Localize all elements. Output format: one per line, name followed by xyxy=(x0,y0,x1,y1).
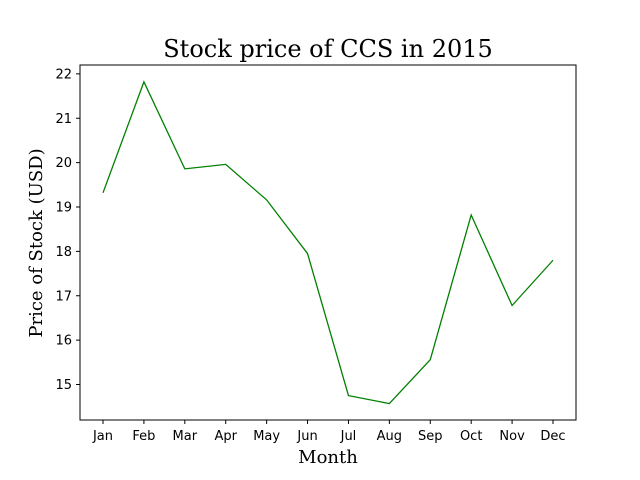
x-tick-label: Dec xyxy=(540,429,565,444)
plot-area xyxy=(102,80,554,405)
y-tick-label: 22 xyxy=(55,67,72,82)
x-tick-label: Sep xyxy=(418,429,443,444)
x-tick-label: Apr xyxy=(214,429,237,444)
series-line xyxy=(102,80,554,405)
y-tick-label: 16 xyxy=(55,334,72,349)
y-tick-label: 18 xyxy=(55,245,72,260)
y-tick-label: 17 xyxy=(55,289,72,304)
x-axis-label: Month xyxy=(298,447,358,468)
plot-frame xyxy=(79,64,577,421)
x-tick-label: Jan xyxy=(92,429,113,444)
y-axis-label: Price of Stock (USD) xyxy=(26,148,47,337)
x-axis: Jan Feb Mar Apr May Jun Jul Aug Sep Oct Nov Dec xyxy=(92,420,566,444)
x-tick-label: Jun xyxy=(296,429,317,444)
chart-title: Stock price of CCS in 2015 xyxy=(163,35,493,63)
y-tick-label: 20 xyxy=(55,156,72,171)
x-tick-label: Mar xyxy=(173,429,198,444)
y-tick-label: 21 xyxy=(55,112,72,127)
x-tick-label: Oct xyxy=(460,429,482,444)
x-tick-label: Jul xyxy=(340,429,357,444)
y-tick-label: 15 xyxy=(55,378,72,393)
x-tick-label: Nov xyxy=(499,429,525,444)
x-tick-label: Aug xyxy=(377,429,402,444)
x-tick-label: May xyxy=(253,429,280,444)
x-tick-label: Feb xyxy=(132,429,155,444)
y-tick-label: 19 xyxy=(55,201,72,216)
y-axis: 15 16 17 18 19 20 21 22 xyxy=(55,67,80,393)
